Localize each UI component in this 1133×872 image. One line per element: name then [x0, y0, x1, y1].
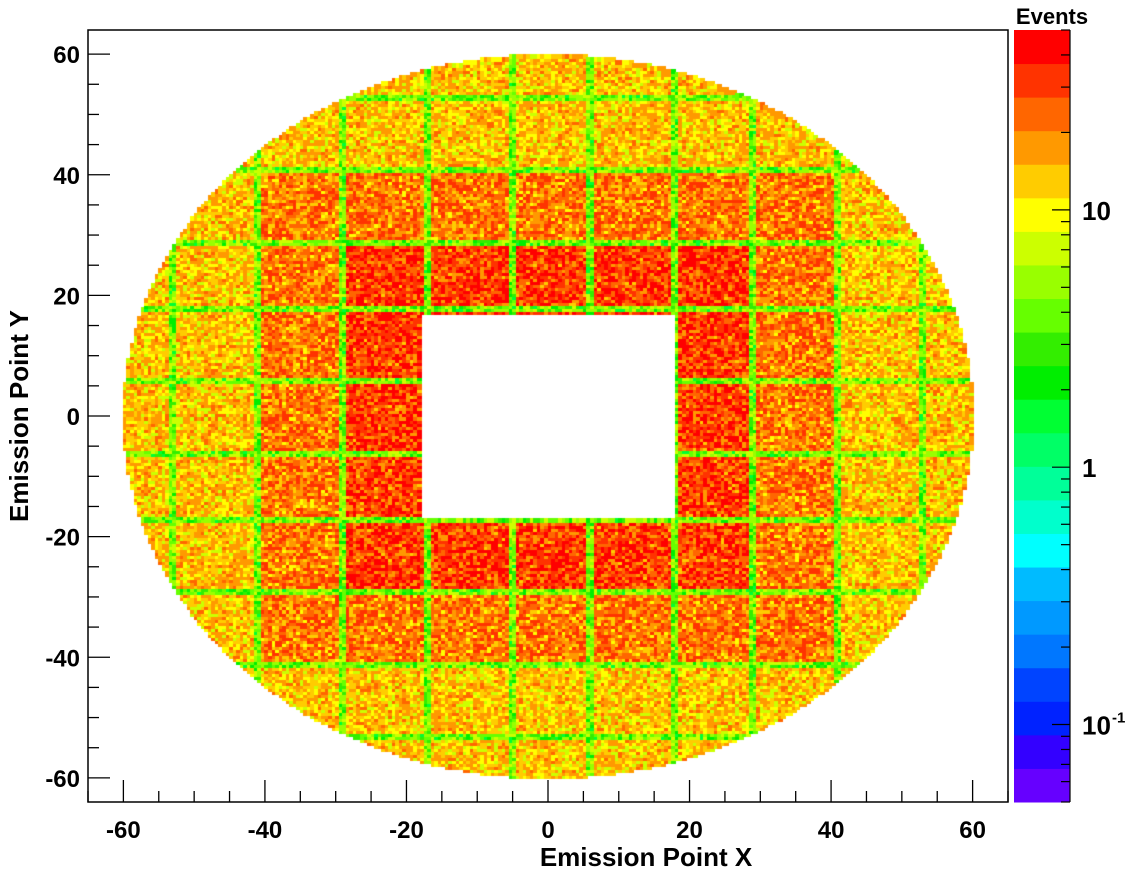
x-tick-label: -20: [389, 817, 424, 844]
x-axis-title: Emission Point X: [540, 842, 753, 872]
x-tick-label: 0: [541, 817, 554, 844]
y-tick-label: 60: [53, 42, 80, 69]
color-scale-swatch: [1014, 97, 1070, 132]
x-tick-label: -60: [106, 817, 141, 844]
color-scale-swatch: [1014, 231, 1070, 266]
z-tick-label: 10: [1082, 711, 1111, 741]
color-scale-swatch: [1014, 466, 1070, 501]
y-axis: -60 -40 -20 0 20 40 60: [45, 42, 110, 793]
color-scale-swatch: [1014, 365, 1070, 400]
z-tick-label: 10: [1082, 196, 1111, 226]
color-scale-swatch: [1014, 264, 1070, 300]
color-scale-swatch: [1014, 63, 1070, 98]
x-tick-label: 40: [818, 817, 845, 844]
y-tick-label: -40: [45, 645, 80, 672]
color-scale-swatch: [1014, 600, 1070, 635]
color-scale-swatch: [1014, 197, 1070, 232]
y-tick-label: -60: [45, 766, 80, 793]
color-scale-swatch: [1014, 164, 1070, 199]
y-tick-label: 40: [53, 163, 80, 190]
color-scale-swatch: [1014, 432, 1070, 467]
color-scale-swatch: [1014, 567, 1070, 602]
color-scale-bar: [1014, 30, 1071, 803]
color-scale-swatch: [1014, 768, 1070, 803]
y-tick-label: 0: [67, 404, 80, 431]
color-scale-swatch: [1014, 734, 1070, 769]
color-scale-swatch: [1014, 30, 1070, 65]
x-tick-label: -40: [248, 817, 283, 844]
x-tick-label: 60: [959, 817, 986, 844]
z-tick-label-exponent: -1: [1112, 710, 1125, 727]
color-scale-swatch: [1014, 701, 1070, 736]
z-tick-label: 1: [1082, 453, 1096, 483]
color-scale-swatch: [1014, 130, 1070, 165]
color-scale-swatch: [1014, 298, 1070, 333]
color-scale-swatch: [1014, 399, 1070, 434]
y-tick-label: -20: [45, 525, 80, 552]
color-scale-swatch: [1014, 332, 1070, 367]
color-scale-swatch: [1014, 533, 1070, 568]
color-scale-title: Events: [1016, 4, 1088, 29]
y-tick-label: 20: [53, 283, 80, 310]
plot-area: [88, 30, 1008, 802]
y-axis-title: Emission Point Y: [4, 310, 34, 522]
x-axis: -60 -40 -20 0 20 40 60: [87, 780, 1009, 844]
color-scale-swatch: [1014, 634, 1070, 669]
heatmap-bins: [88, 30, 1008, 802]
color-scale-swatch: [1014, 667, 1070, 702]
color-scale-swatch: [1014, 499, 1070, 534]
x-tick-label: 20: [676, 817, 703, 844]
